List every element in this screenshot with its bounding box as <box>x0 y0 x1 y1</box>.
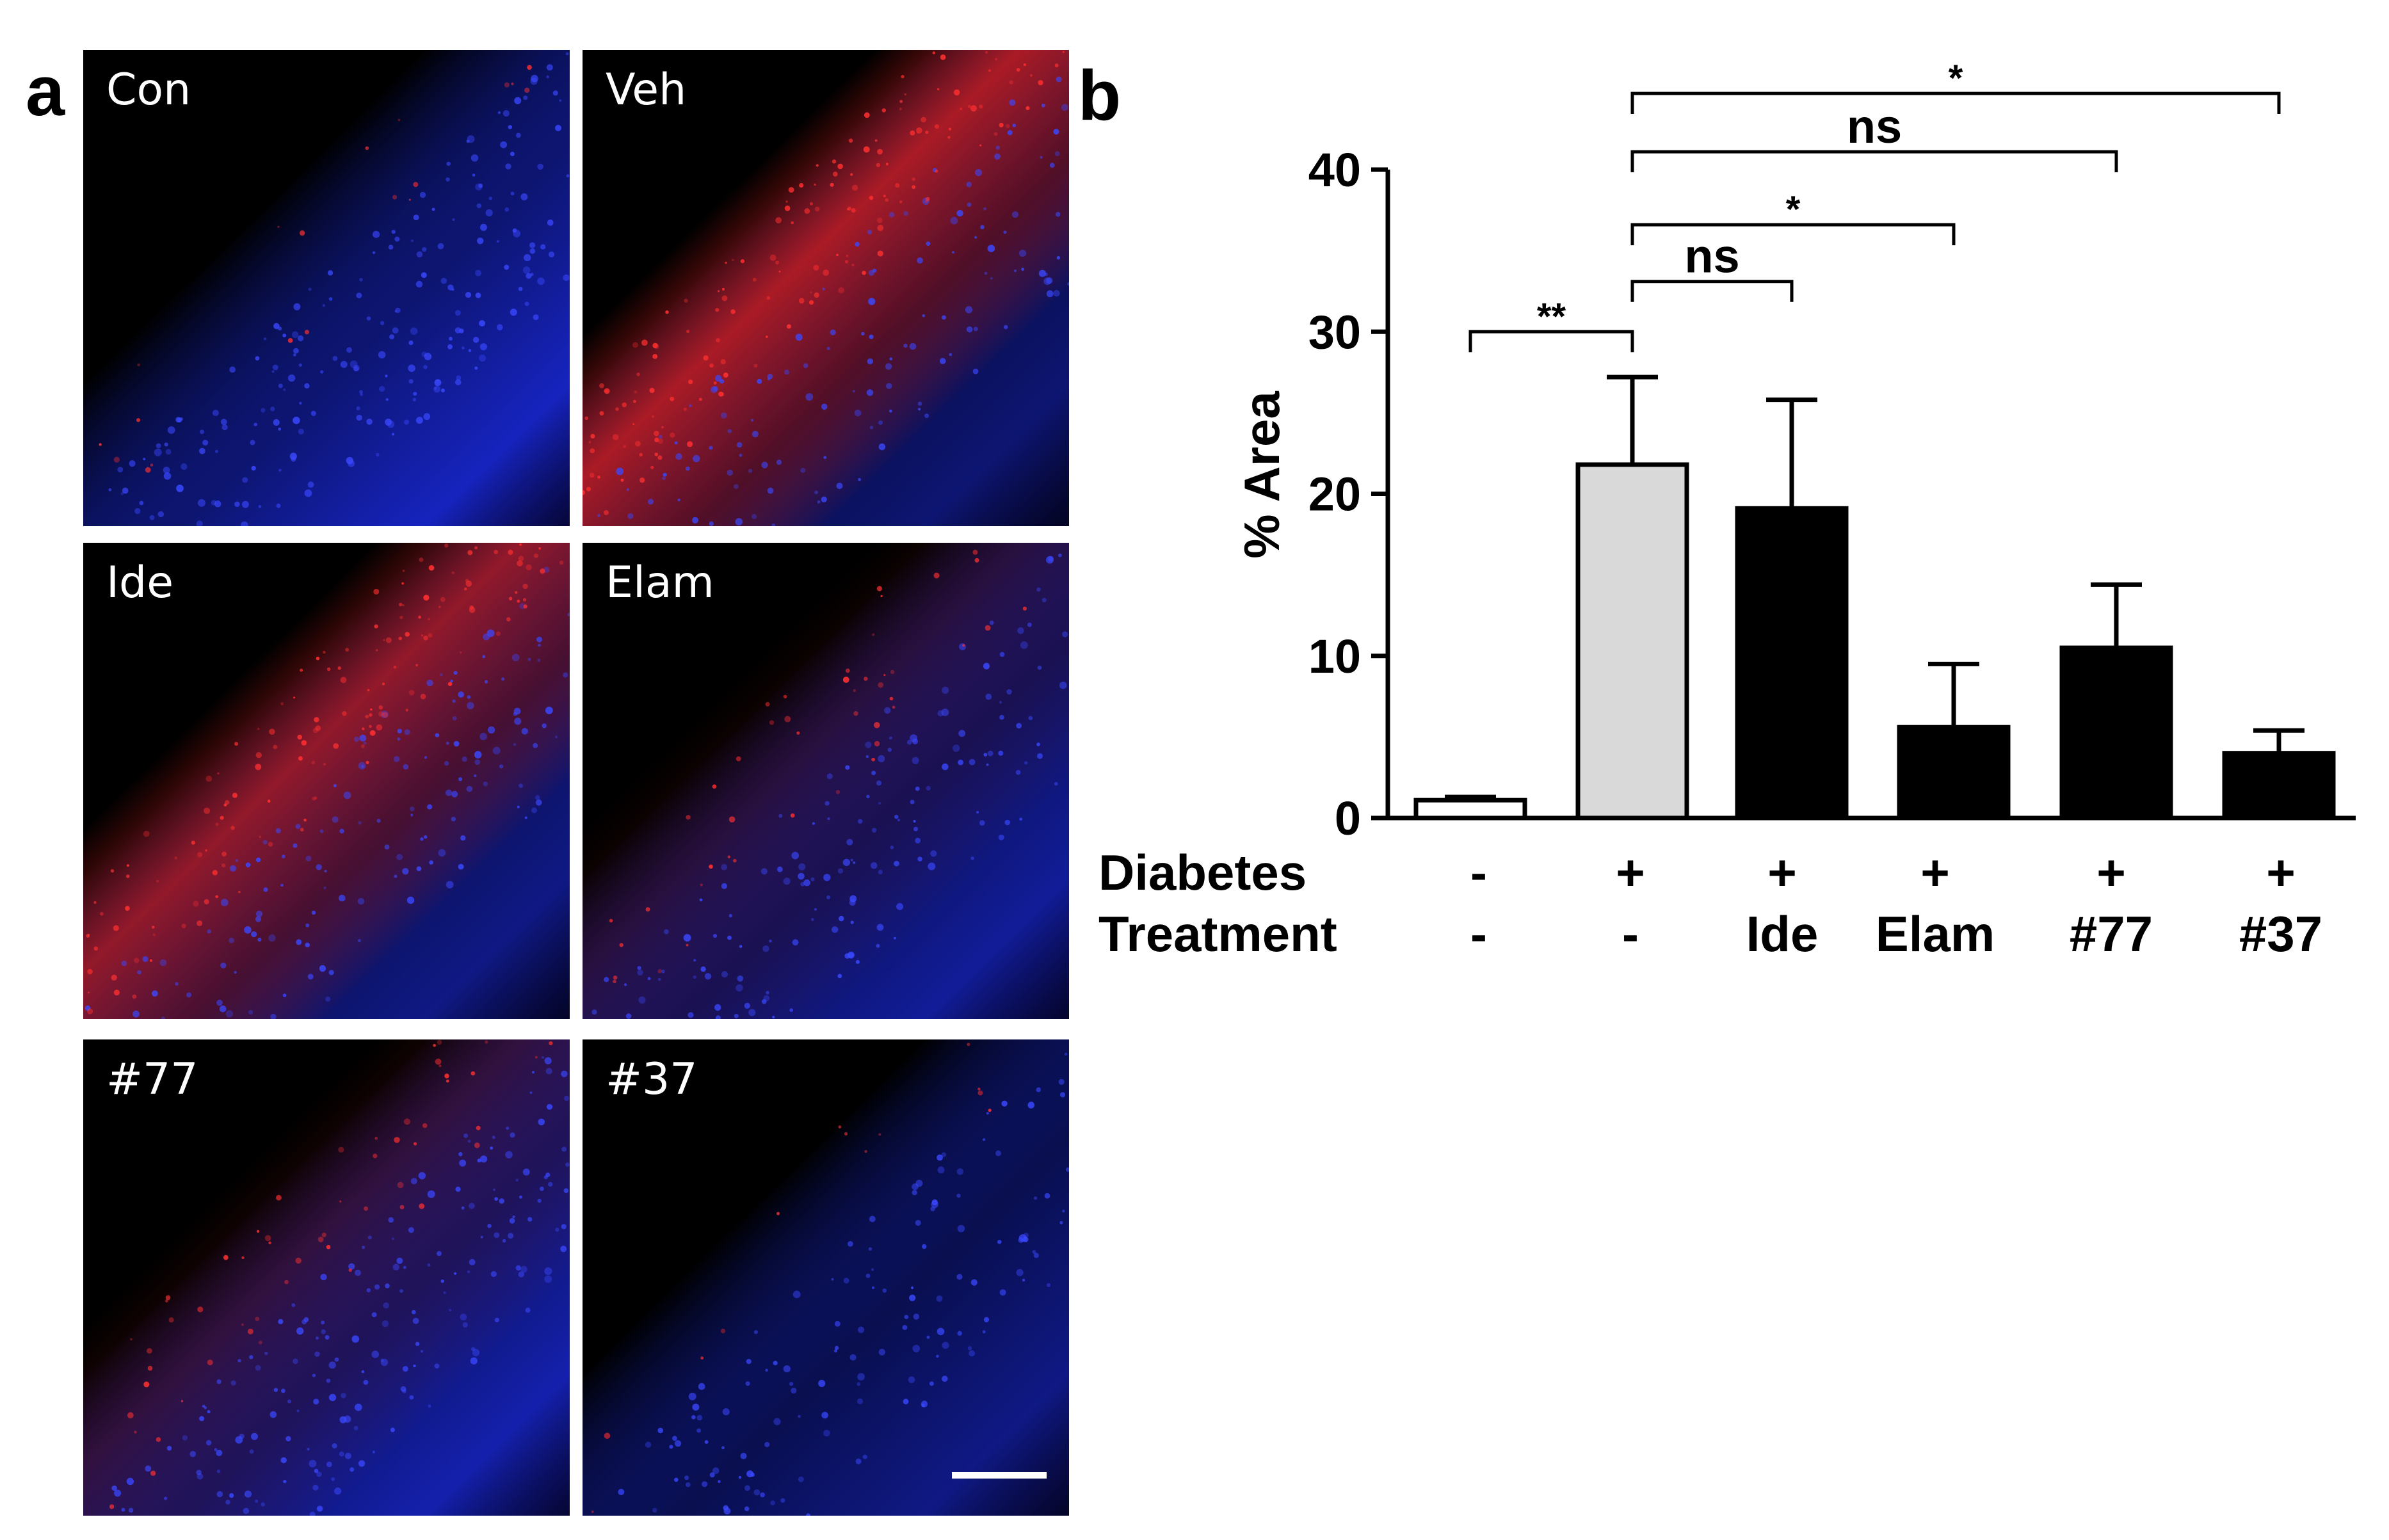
micrograph-77-image <box>83 1039 570 1516</box>
scale-bar <box>952 1472 1047 1479</box>
micrograph-elam: Elam <box>583 543 1069 1019</box>
panel-b-letter: b <box>1078 56 1122 135</box>
micrograph-con-image <box>83 50 570 526</box>
diabetes-value: - <box>1470 844 1487 901</box>
treatment-row-title: Treatment <box>1098 906 1337 962</box>
bar <box>1413 798 1527 821</box>
red-stain-band <box>583 543 1069 1019</box>
chart-bars <box>1413 374 2336 821</box>
significance-label: ns <box>1847 100 1902 153</box>
micrograph-ide: Ide <box>83 543 570 1019</box>
micrograph-ide-image <box>83 543 570 1019</box>
micrograph-label: #77 <box>106 1054 198 1105</box>
y-tick-label: 30 <box>1308 305 1361 358</box>
micrograph-veh-image <box>583 50 1069 526</box>
diabetes-row-title: Diabetes <box>1098 844 1307 901</box>
y-tick-label: 20 <box>1308 468 1361 521</box>
red-stain-band <box>83 543 570 1019</box>
micrograph-label: Con <box>106 65 191 115</box>
bar <box>1575 462 1689 821</box>
micrograph-label: Ide <box>106 557 174 608</box>
micrograph-label: Elam <box>606 557 714 608</box>
red-stain-band <box>583 50 1069 526</box>
treatment-value: Ide <box>1746 906 1819 962</box>
significance-label: * <box>1949 58 1963 99</box>
micrograph-label: Veh <box>606 65 687 115</box>
blue-nuclear-layer <box>83 50 570 526</box>
treatment-value: Elam <box>1876 906 1995 962</box>
blue-nuclear-layer <box>583 1039 1069 1516</box>
bar <box>1735 506 1849 821</box>
bar <box>1897 725 2011 821</box>
significance-bracket <box>1630 92 2281 114</box>
significance-bracket <box>1468 330 1634 353</box>
significance-label: ** <box>1537 296 1566 337</box>
bar <box>2059 645 2173 821</box>
y-tick-label: 10 <box>1308 630 1361 683</box>
treatment-value: #37 <box>2239 906 2322 962</box>
micrograph-37-image <box>583 1039 1069 1516</box>
significance-label: * <box>1786 189 1801 230</box>
y-axis-label: % Area <box>1234 391 1290 559</box>
micrograph-con: Con <box>83 50 570 526</box>
significance-brackets: ** ns * ns * <box>1468 58 2281 353</box>
diabetes-value: + <box>2266 844 2296 901</box>
significance-bracket <box>1630 150 2118 173</box>
micrograph-37: #37 <box>583 1039 1069 1516</box>
treatment-value: - <box>1622 906 1639 962</box>
micrograph-veh: Veh <box>583 50 1069 526</box>
diabetes-value: + <box>1616 844 1645 901</box>
chart-axes: 0 10 20 30 40 % Area <box>1234 143 2356 845</box>
y-tick-label: 40 <box>1308 143 1361 197</box>
diabetes-value: + <box>1920 844 1950 901</box>
micrograph-elam-image <box>583 543 1069 1019</box>
significance-bracket <box>1630 280 1794 302</box>
diabetes-value: + <box>2096 844 2126 901</box>
significance-bracket <box>1630 223 1956 246</box>
diabetes-value: + <box>1767 844 1797 901</box>
y-tick-label: 0 <box>1335 792 1361 845</box>
bar <box>2222 751 2336 821</box>
treatment-value: #77 <box>2070 906 2153 962</box>
micrograph-label: #37 <box>606 1054 698 1105</box>
significance-label: ns <box>1684 230 1739 283</box>
micrograph-77: #77 <box>83 1039 570 1516</box>
treatment-value: - <box>1470 906 1487 962</box>
panel-a-letter: a <box>26 52 65 131</box>
